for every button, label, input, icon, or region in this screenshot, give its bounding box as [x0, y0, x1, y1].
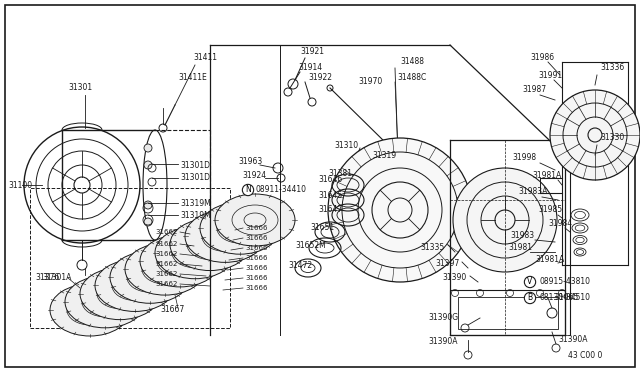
Text: 31301A: 31301A [42, 273, 72, 282]
Circle shape [328, 138, 472, 282]
Text: 31970: 31970 [358, 77, 382, 87]
Text: 31666: 31666 [245, 285, 268, 291]
Ellipse shape [200, 202, 280, 254]
Bar [30, 188, 230, 328]
Text: 31963: 31963 [238, 157, 262, 167]
Text: 31987: 31987 [522, 86, 546, 94]
Text: 31914: 31914 [298, 64, 322, 73]
Text: 31335: 31335 [420, 244, 444, 253]
Text: 31336: 31336 [600, 64, 624, 73]
Text: V: V [527, 278, 532, 286]
Text: 31666: 31666 [245, 235, 268, 241]
Text: 31411E: 31411E [178, 74, 207, 83]
Circle shape [453, 168, 557, 272]
Ellipse shape [185, 210, 265, 262]
Text: 31488C: 31488C [397, 74, 426, 83]
Text: 31998: 31998 [512, 154, 536, 163]
Text: 31319M: 31319M [180, 199, 211, 208]
Text: 31647: 31647 [318, 205, 342, 215]
Text: 31301: 31301 [68, 83, 92, 93]
Text: 31397: 31397 [435, 260, 460, 269]
Text: 31662: 31662 [155, 261, 177, 267]
Bar [458, 297, 558, 329]
Text: 31310: 31310 [334, 141, 358, 150]
Ellipse shape [110, 251, 190, 303]
Text: 31985: 31985 [538, 205, 562, 215]
Text: 31301D: 31301D [180, 173, 210, 183]
Ellipse shape [155, 227, 235, 279]
Circle shape [144, 218, 152, 226]
Text: 08915-43810: 08915-43810 [540, 278, 591, 286]
Text: 31986: 31986 [530, 54, 554, 62]
Ellipse shape [170, 218, 250, 270]
Text: 31662: 31662 [155, 241, 177, 247]
Ellipse shape [215, 194, 295, 246]
Ellipse shape [50, 284, 130, 336]
Text: 31991: 31991 [538, 71, 562, 80]
Text: 31666: 31666 [245, 275, 268, 281]
Text: 31390A: 31390A [428, 337, 458, 346]
Text: 31983: 31983 [510, 231, 534, 240]
Text: 31390G: 31390G [428, 314, 458, 323]
Text: 31662: 31662 [155, 281, 177, 287]
Text: 08911-34410: 08911-34410 [256, 186, 307, 195]
Bar [450, 290, 565, 335]
Text: 31652M: 31652M [295, 241, 326, 250]
Text: 31390: 31390 [442, 273, 467, 282]
Text: 31645: 31645 [318, 190, 342, 199]
Text: 31646: 31646 [318, 176, 342, 185]
Text: 31667: 31667 [160, 305, 184, 314]
Circle shape [144, 201, 152, 209]
Text: 31922: 31922 [308, 74, 332, 83]
Text: 31065: 31065 [554, 294, 579, 302]
Text: 31666: 31666 [245, 225, 268, 231]
Circle shape [550, 90, 640, 180]
Text: 31390A: 31390A [558, 336, 588, 344]
Text: 31319M: 31319M [180, 211, 211, 219]
Text: 31381: 31381 [328, 169, 352, 177]
Text: 31921: 31921 [300, 48, 324, 57]
Circle shape [144, 161, 152, 169]
Text: 31376: 31376 [35, 273, 60, 282]
Text: 31924: 31924 [242, 171, 266, 180]
Text: 31301D: 31301D [180, 160, 210, 170]
Text: 31981A: 31981A [535, 256, 564, 264]
Text: 31981: 31981 [508, 244, 532, 253]
Circle shape [144, 144, 152, 152]
Text: 31984: 31984 [548, 219, 572, 228]
Text: 31651: 31651 [310, 224, 334, 232]
Ellipse shape [140, 235, 220, 287]
Text: 31662: 31662 [155, 271, 177, 277]
Text: 31319: 31319 [372, 151, 396, 160]
Text: 31662: 31662 [155, 251, 177, 257]
Text: 31983A: 31983A [518, 187, 547, 196]
Text: 43 C00 0: 43 C00 0 [568, 350, 602, 359]
Text: 31666: 31666 [245, 265, 268, 271]
Text: 31488: 31488 [400, 58, 424, 67]
Text: 31330: 31330 [600, 134, 624, 142]
Text: 31411: 31411 [193, 54, 217, 62]
Text: 31666: 31666 [245, 245, 268, 251]
Text: 31472: 31472 [288, 260, 312, 269]
Text: 31981A: 31981A [532, 170, 561, 180]
Text: B: B [527, 294, 532, 302]
Text: N: N [245, 186, 251, 195]
Ellipse shape [95, 259, 175, 311]
Ellipse shape [65, 276, 145, 328]
Text: 31666: 31666 [245, 255, 268, 261]
Ellipse shape [125, 243, 205, 295]
Text: 31100: 31100 [8, 180, 32, 189]
Text: 08130-84510: 08130-84510 [540, 294, 591, 302]
Ellipse shape [80, 267, 160, 320]
Text: 31662: 31662 [155, 229, 177, 235]
